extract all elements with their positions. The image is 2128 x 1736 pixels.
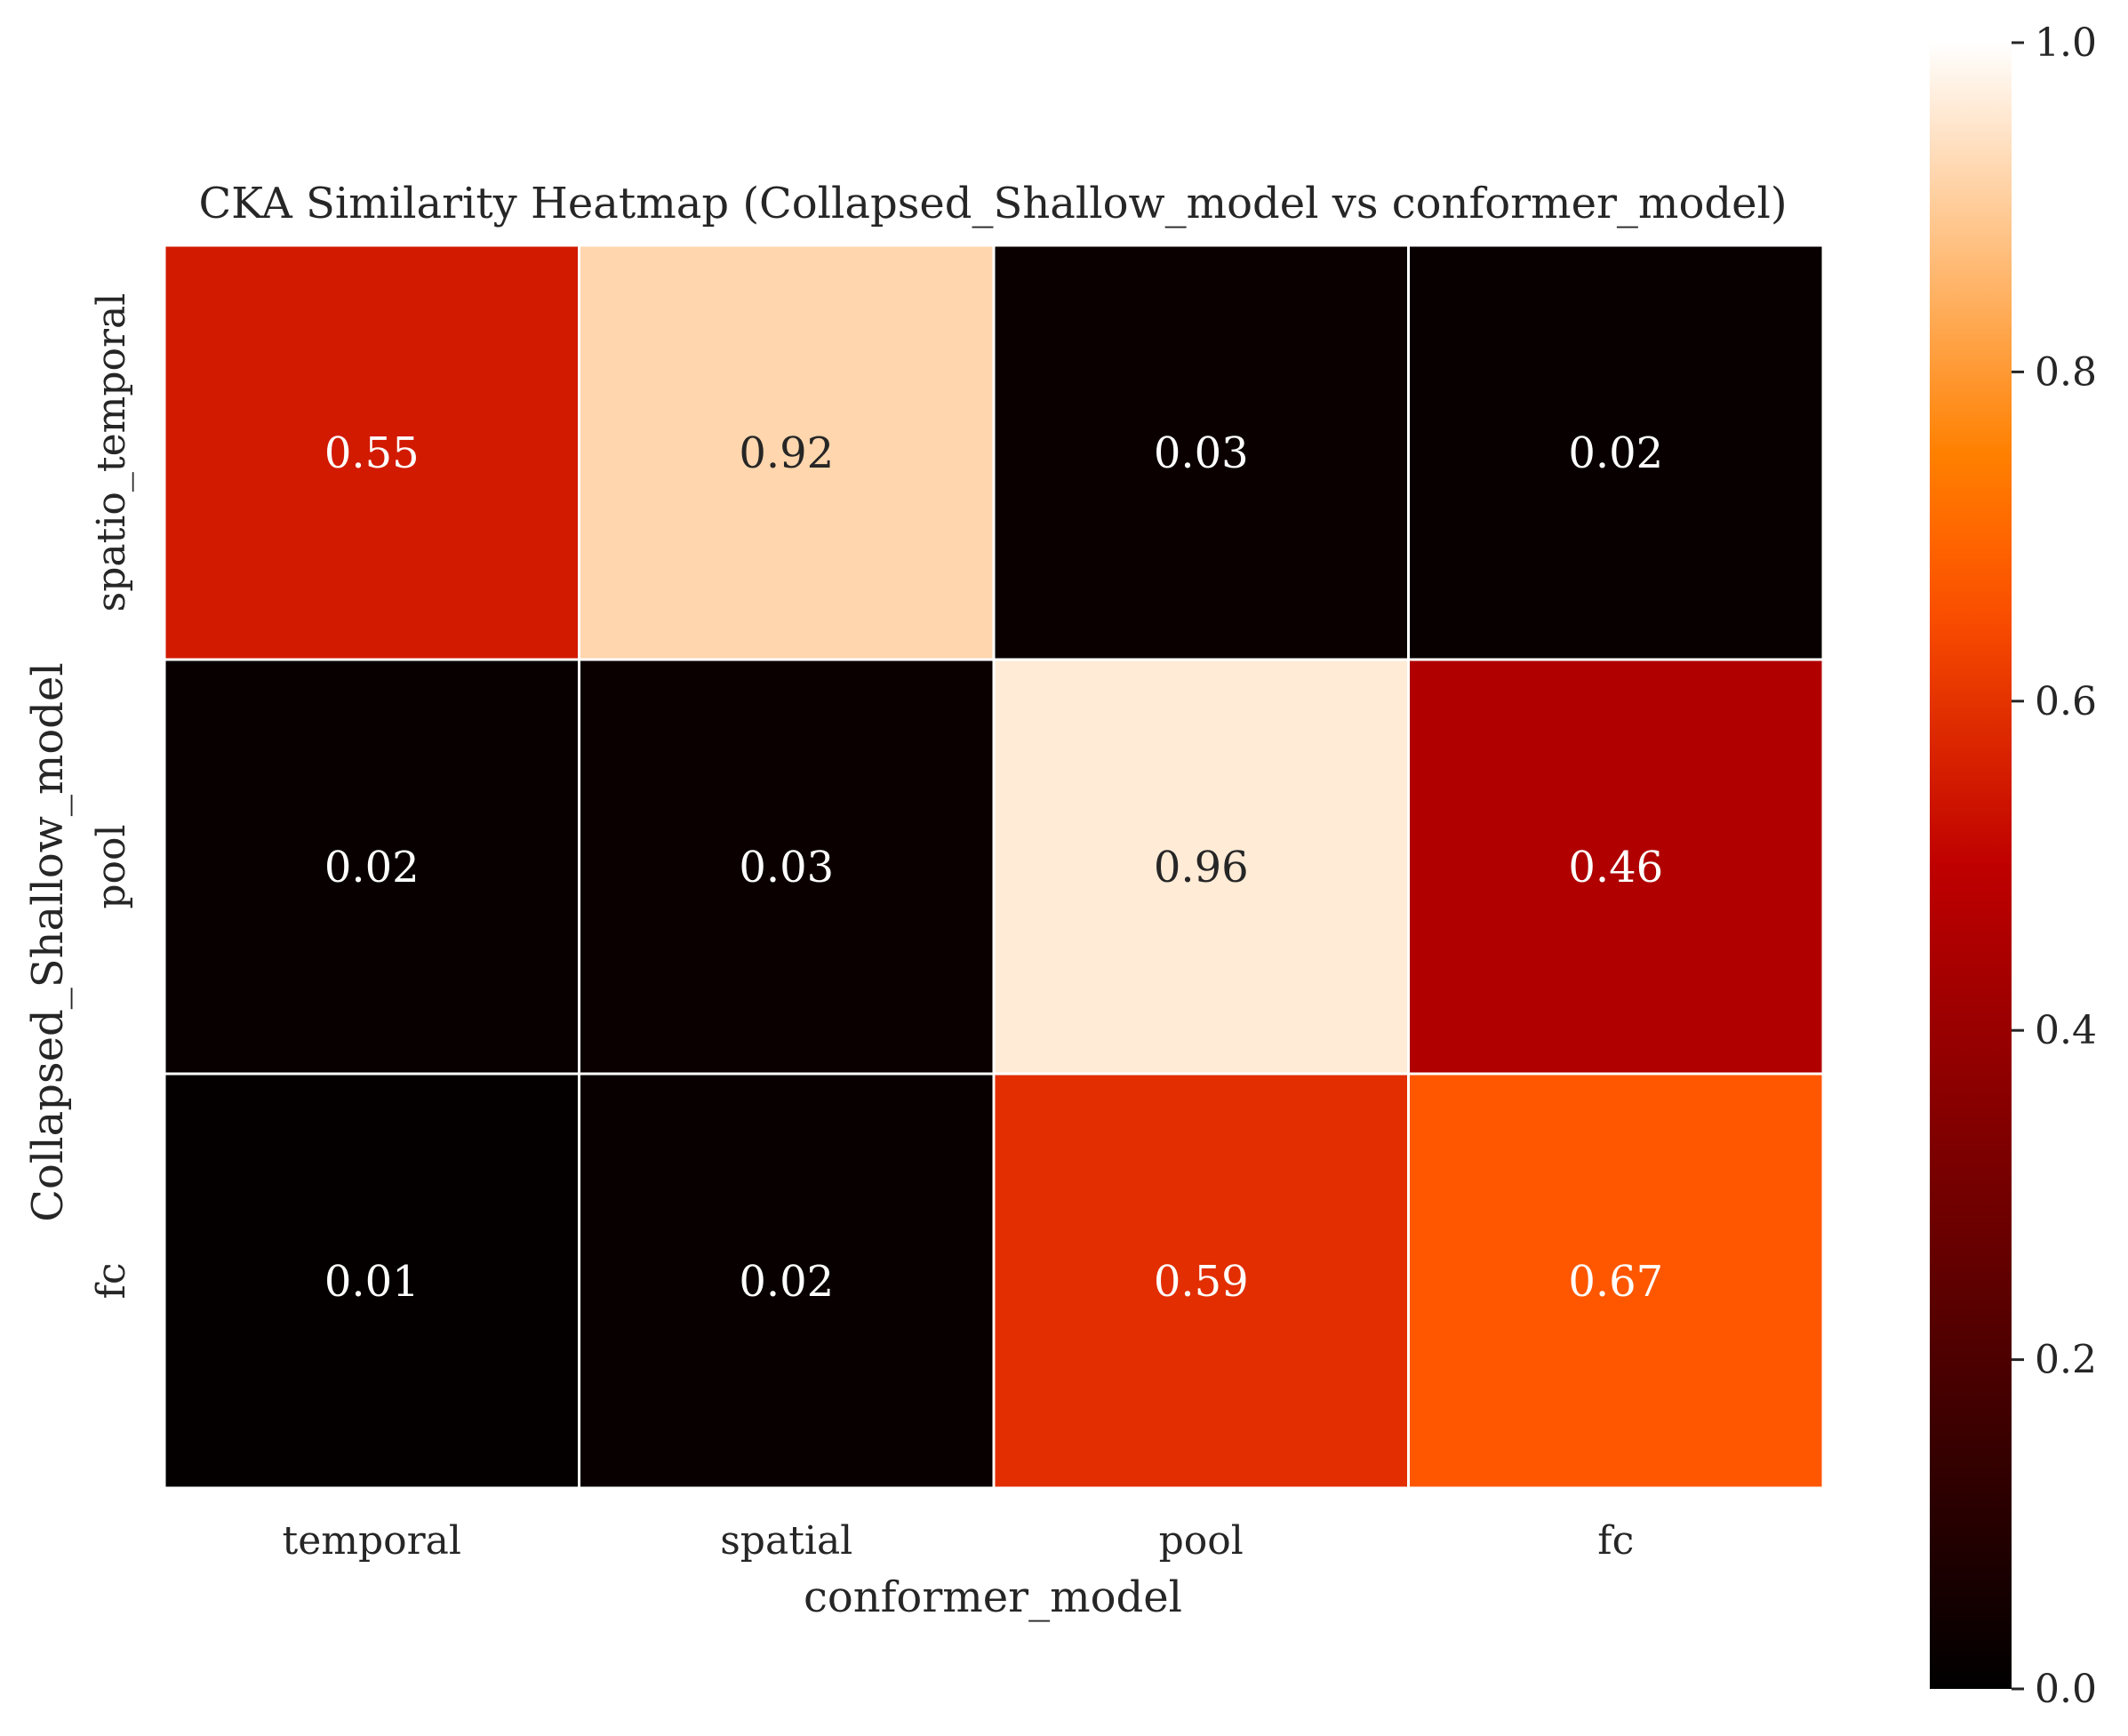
- heatmap-cell: [992, 244, 1410, 661]
- heatmap-cell: [1407, 658, 1825, 1076]
- cell-value-labels: 0.55 0.92 0.03 0.02 0.02 0.03 0.96 0.46 0.01 0.02…: [324, 428, 1663, 1307]
- colorbar-tick-label: 1.0: [2035, 20, 2097, 66]
- heatmap-cell: [578, 1072, 996, 1490]
- heatmap-cell: [578, 244, 996, 661]
- x-axis-label: conformer_model: [804, 1572, 1182, 1622]
- y-tick-label: spatio_temporal: [89, 293, 134, 612]
- colorbar: 0.0 0.2 0.4 0.6 0.8 1.0: [1930, 20, 2097, 1712]
- colorbar-tick-label: 0.6: [2035, 679, 2097, 724]
- chart-title: CKA Similarity Heatmap (Collapsed_Shallo…: [198, 179, 1787, 228]
- heatmap-cell: [1407, 1072, 1825, 1490]
- colorbar-tick-label: 0.8: [2035, 349, 2097, 395]
- heatmap-cell: [578, 658, 996, 1076]
- cell-value-label: 0.67: [1568, 1257, 1663, 1307]
- cell-value-label: 0.46: [1568, 843, 1663, 892]
- x-tick-label: fc: [1597, 1518, 1634, 1564]
- heatmap-cell: [163, 658, 580, 1076]
- y-tick-label: pool: [89, 824, 134, 908]
- y-axis-label: Collapsed_Shallow_model: [23, 662, 73, 1221]
- cell-value-label: 0.02: [1568, 428, 1663, 478]
- x-tick-label: spatial: [720, 1518, 852, 1564]
- y-tick-label: fc: [89, 1263, 134, 1300]
- heatmap-cell: [1407, 244, 1825, 661]
- colorbar-tick-label: 0.0: [2035, 1667, 2097, 1712]
- colorbar-gradient: [1930, 43, 2012, 1689]
- cell-value-label: 0.96: [1154, 843, 1249, 892]
- cell-value-label: 0.92: [739, 428, 834, 478]
- heatmap-cell: [163, 244, 580, 661]
- colorbar-tick-label: 0.2: [2035, 1338, 2097, 1383]
- colorbar-tick-label: 0.4: [2035, 1008, 2097, 1053]
- colorbar-ticks: 0.0 0.2 0.4 0.6 0.8 1.0: [2012, 20, 2097, 1712]
- cell-value-label: 0.03: [1154, 428, 1249, 478]
- heatmap-cells: [163, 244, 1825, 1490]
- x-tick-label: temporal: [283, 1518, 461, 1564]
- x-tick-labels: temporal spatial pool fc: [283, 1518, 1635, 1564]
- heatmap-cell: [163, 1072, 580, 1490]
- cell-value-label: 0.01: [324, 1257, 420, 1307]
- cell-value-label: 0.59: [1154, 1257, 1249, 1307]
- cell-value-label: 0.03: [739, 843, 834, 892]
- cell-value-label: 0.02: [324, 843, 420, 892]
- cell-value-label: 0.55: [324, 428, 420, 478]
- cell-value-label: 0.02: [739, 1257, 834, 1307]
- heatmap-cell: [992, 658, 1410, 1076]
- x-tick-label: pool: [1159, 1518, 1244, 1564]
